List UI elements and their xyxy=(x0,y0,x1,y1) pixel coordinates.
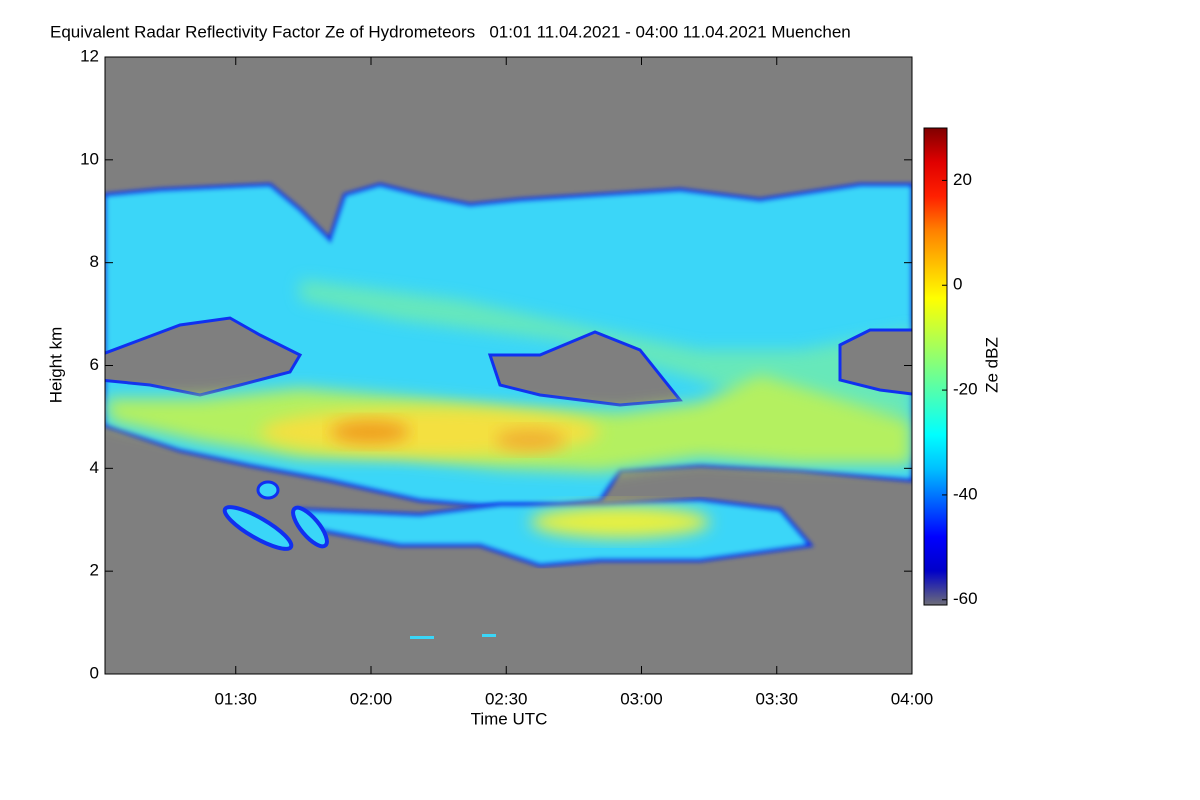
x-tick-label: 03:30 xyxy=(755,689,798,708)
gap-right xyxy=(838,328,912,396)
reflectivity-field xyxy=(105,57,912,674)
y-tick-label: 8 xyxy=(90,252,99,271)
cloud-core-peak xyxy=(330,420,410,444)
colorbar-label: Ze dBZ xyxy=(982,337,1001,393)
x-tick-label: 01:30 xyxy=(214,689,257,708)
y-tick-label: 2 xyxy=(90,561,99,580)
y-tick-label: 12 xyxy=(80,46,99,65)
colorbar-tick-label: -20 xyxy=(953,380,978,399)
x-tick-label: 02:00 xyxy=(350,689,393,708)
x-tick-label: 03:00 xyxy=(620,689,663,708)
cloud-blob xyxy=(291,505,329,549)
colorbar-tick-label: 20 xyxy=(953,170,972,189)
colorbar-tick-label: -40 xyxy=(953,484,978,503)
chart-title: Equivalent Radar Reflectivity Factor Ze … xyxy=(50,22,851,41)
clutter xyxy=(482,634,496,637)
colorbar xyxy=(923,127,948,606)
x-tick-label: 02:30 xyxy=(485,689,528,708)
gap-middle xyxy=(487,330,683,407)
y-tick-label: 6 xyxy=(90,355,99,374)
gap-left xyxy=(105,316,303,397)
colorbar-tick-label: -60 xyxy=(953,589,978,608)
cloud-core-peak xyxy=(495,429,565,451)
cloud-lower-core xyxy=(530,506,710,538)
colorbar-tick-label: 0 xyxy=(953,275,962,294)
y-axis-label: Height km xyxy=(46,327,65,404)
cloud-blob xyxy=(222,505,294,551)
clutter xyxy=(410,636,434,639)
y-tick-label: 10 xyxy=(80,149,99,168)
cloud-blob xyxy=(256,480,280,500)
y-tick-label: 4 xyxy=(90,458,99,477)
y-tick-label: 0 xyxy=(90,663,99,682)
x-tick-label: 04:00 xyxy=(891,689,934,708)
x-axis-label: Time UTC xyxy=(471,709,548,728)
